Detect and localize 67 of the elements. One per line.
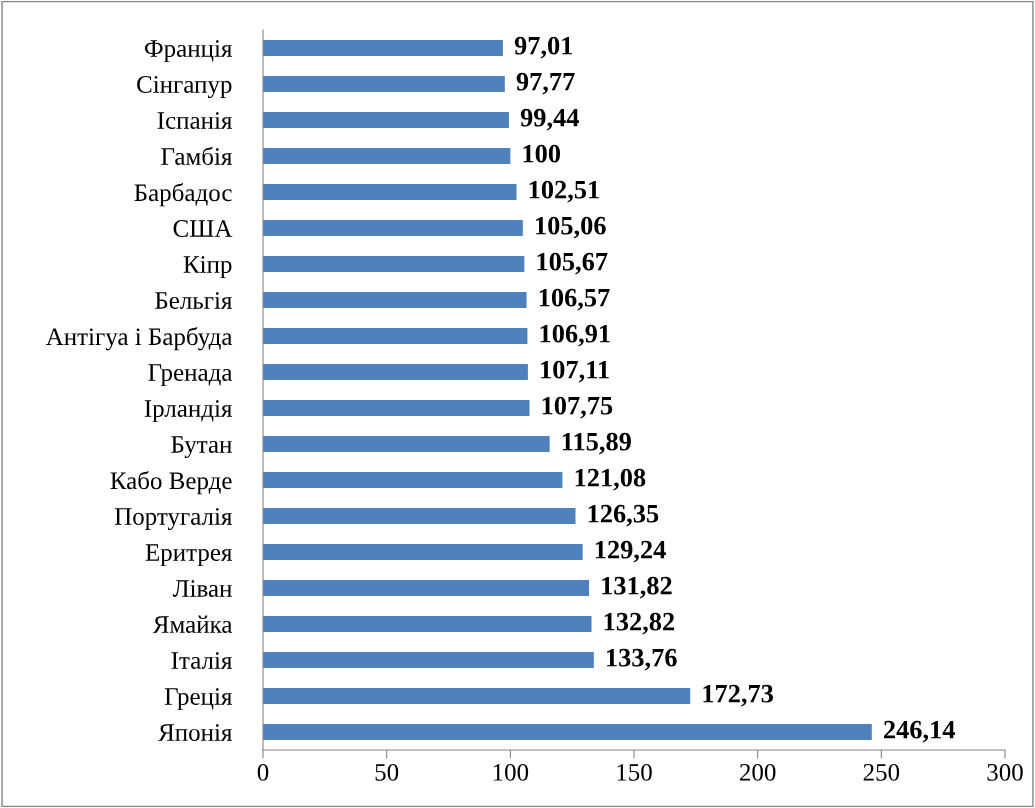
bar: [263, 327, 528, 345]
y-tick-label: Еритрея: [145, 544, 232, 566]
bar: [263, 651, 594, 669]
bar: [263, 291, 527, 309]
y-tick-label: Барбадос: [134, 183, 232, 207]
x-tick-label: 200: [740, 763, 776, 781]
x-tick-label: 250: [863, 763, 900, 781]
data-label: 246,14: [884, 720, 955, 743]
y-tick-label: Греція: [164, 688, 232, 710]
bar: [263, 363, 528, 381]
bar: [263, 183, 517, 201]
bar: [263, 39, 503, 57]
data-label: 132,82: [604, 612, 675, 635]
bar: [263, 615, 592, 633]
data-label: 107,11: [541, 360, 609, 383]
y-tick-label: Іспанія: [157, 112, 232, 129]
y-tick-label: Гренада: [148, 364, 233, 386]
bar: [263, 543, 583, 561]
data-label: 172,73: [703, 684, 773, 707]
data-label: 97,77: [516, 72, 575, 95]
data-label: 100: [523, 144, 561, 163]
bar: [263, 111, 509, 129]
bar: [263, 399, 530, 417]
x-tick-label: 300: [987, 763, 1023, 781]
data-label: 105,06: [536, 216, 606, 239]
bar: [263, 687, 691, 705]
data-label: 106,57: [539, 288, 610, 311]
data-label: 133,76: [607, 648, 677, 671]
y-tick-label: Японія: [158, 724, 232, 741]
data-label: 107,75: [542, 396, 613, 419]
data-label: 129,24: [595, 540, 666, 563]
x-tick-label: 100: [493, 763, 529, 781]
data-label: 131,82: [602, 576, 672, 599]
data-label: 126,35: [588, 504, 659, 527]
y-tick-label: Італія: [171, 652, 232, 669]
y-tick-label: Ліван: [172, 580, 232, 597]
bar: [263, 219, 523, 237]
x-tick-label: 50: [375, 763, 399, 781]
y-tick-label: Ірландія: [144, 400, 232, 422]
bar: [263, 507, 576, 525]
y-tick-label: США: [173, 220, 233, 237]
data-label: 99,44: [520, 108, 579, 131]
data-label: 106,91: [540, 324, 610, 347]
y-tick-label: Кіпр: [183, 256, 232, 278]
y-tick-label: Ямайка: [152, 615, 233, 633]
data-label: 105,67: [537, 252, 608, 275]
x-tick-label: 150: [617, 763, 652, 781]
bar: [263, 435, 550, 453]
x-tick-label: 0: [257, 763, 269, 781]
bar: [263, 255, 525, 273]
data-label: 121,08: [575, 468, 646, 491]
y-tick-label: Франція: [144, 40, 232, 62]
y-tick-label: Бутан: [171, 436, 232, 459]
y-tick-label: Португалія: [114, 508, 232, 531]
data-label: 102,51: [529, 180, 599, 203]
y-tick-label: Гамбія: [161, 146, 232, 165]
bar: [263, 471, 563, 489]
y-tick-label: Бельгія: [155, 292, 232, 309]
y-tick-label: Кабо Верде: [110, 471, 232, 495]
y-tick-label: Антігуа і Барбуда: [45, 327, 233, 351]
bar: [263, 75, 505, 93]
bar: [263, 147, 511, 165]
bar: [263, 579, 590, 597]
data-label: 97,01: [514, 36, 573, 59]
data-label: 115,89: [562, 432, 631, 455]
bar: [263, 723, 872, 741]
y-tick-label: Сінгапур: [137, 76, 232, 99]
